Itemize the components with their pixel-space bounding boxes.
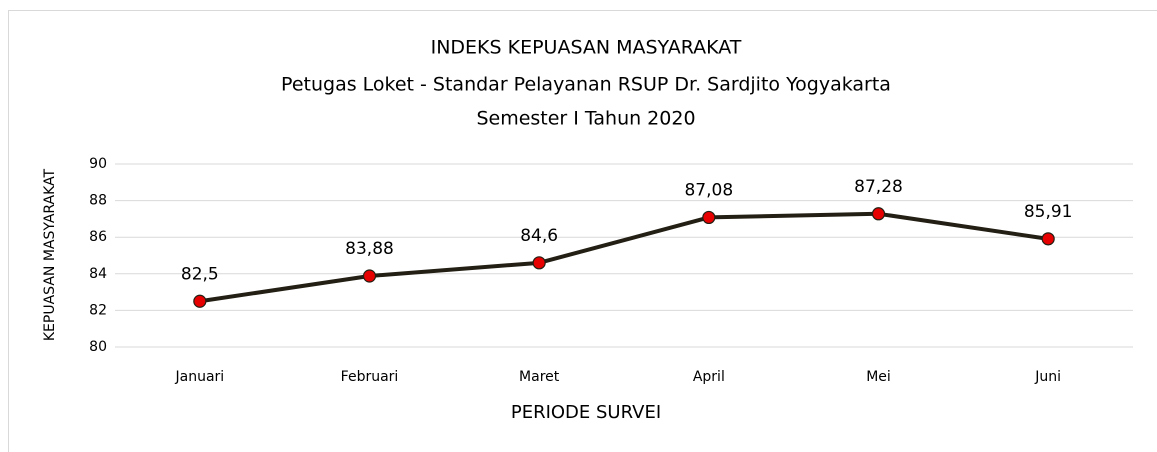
data-label: 87,28 (854, 177, 903, 197)
line (199, 211, 1049, 304)
marker (362, 269, 377, 283)
x-tick-label: Mei (866, 369, 891, 385)
data-label: 84,6 (520, 226, 558, 246)
y-tick-label: 90 (89, 156, 107, 172)
marker (193, 294, 207, 308)
marker (871, 207, 886, 221)
data-label: 85,91 (1024, 202, 1073, 222)
x-tick-label: Juni (1034, 369, 1061, 385)
marker (1041, 232, 1055, 246)
y-tick-label: 82 (89, 302, 107, 318)
marker (702, 210, 716, 225)
data-label: 83,88 (345, 239, 394, 259)
chart-subtitle: Semester I Tahun 2020 (476, 108, 695, 130)
x-tick-label: April (693, 369, 725, 385)
x-axis-title: PERIODE SURVEI (511, 402, 661, 423)
chart-title: INDEKS KEPUASAN MASYARAKAT (431, 37, 742, 59)
x-tick-label: Februari (341, 369, 399, 385)
x-tick-label: Maret (519, 369, 560, 385)
data-label: 82,5 (181, 264, 219, 284)
y-tick-label: 88 (89, 193, 107, 209)
chart-subtitle: Petugas Loket - Standar Pelayanan RSUP D… (281, 74, 891, 96)
y-tick-label: 80 (89, 339, 107, 355)
chart-border (8, 10, 1157, 452)
x-tick-label: Januari (174, 369, 224, 385)
data-label: 87,08 (684, 180, 733, 200)
marker (532, 256, 546, 270)
y-tick-label: 86 (89, 229, 107, 245)
y-axis-title: KEPUASAN MASYARAKAT (42, 168, 58, 341)
y-tick-label: 84 (89, 266, 107, 282)
